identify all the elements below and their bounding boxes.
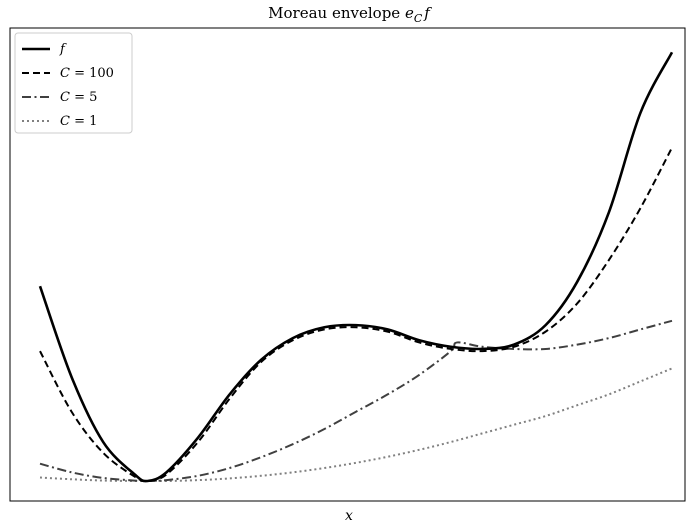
chart-title-main: Moreau envelope [268, 4, 405, 22]
series-line-1 [40, 52, 672, 481]
legend-label-2: C = 100 [60, 66, 114, 81]
series-line-3 [40, 321, 672, 481]
legend-label-3: C = 5 [60, 90, 97, 105]
chart-title-f: f [423, 4, 432, 22]
chart-title-e: e [405, 4, 414, 22]
x-axis-label: x [345, 508, 353, 524]
chart-title-subscript: C [414, 12, 423, 25]
series-layer [40, 52, 672, 481]
legend-label-4: C = 1 [60, 114, 97, 129]
series-line-4 [40, 368, 672, 481]
series-line-2 [40, 148, 672, 482]
chart-title: Moreau envelope eC f [268, 4, 432, 25]
